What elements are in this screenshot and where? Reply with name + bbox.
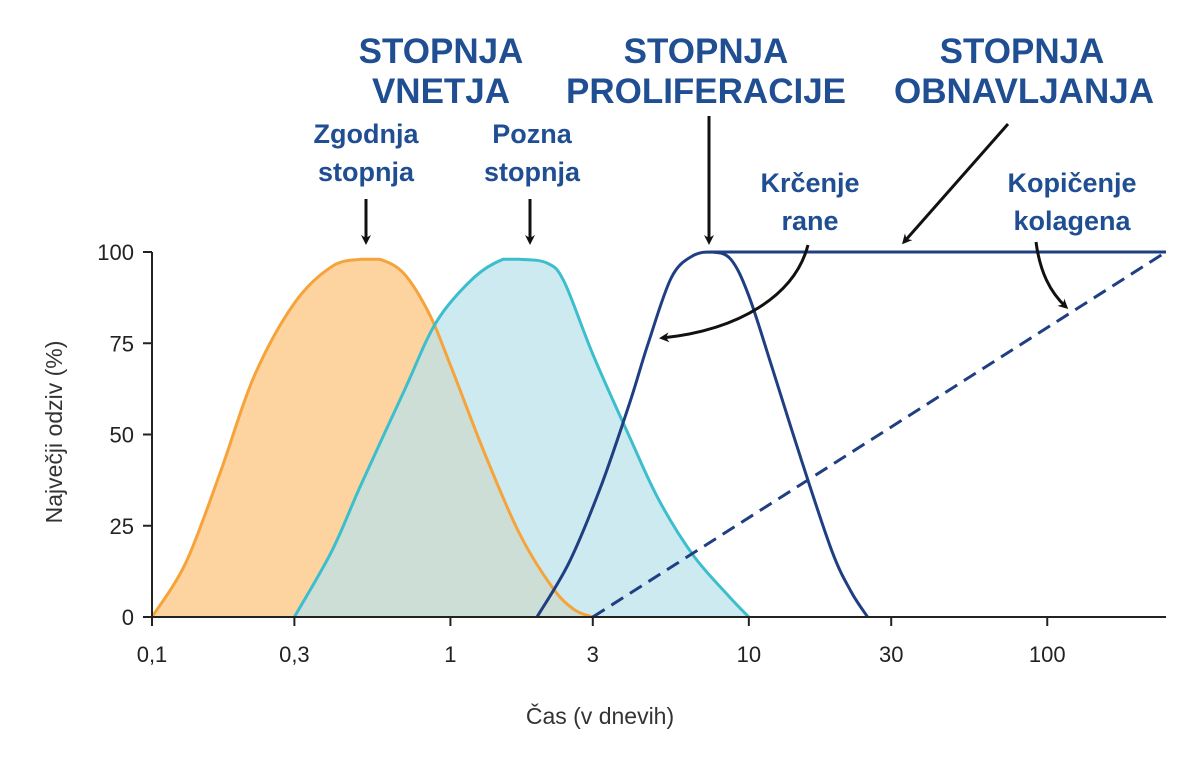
series-areas	[150, 250, 1167, 619]
wound-contraction-label-line2: rane	[781, 206, 838, 236]
x-tick-label: 3	[587, 642, 599, 667]
inflammation-phase-title-line2: VNETJA	[372, 72, 510, 111]
collagen-accumulation-arrow	[1034, 241, 1069, 310]
collagen-dashed-line	[591, 250, 1167, 619]
x-tick-label: 30	[879, 642, 903, 667]
remodeling-phase-title-line1: STOPNJA	[940, 32, 1105, 71]
late-stage-curve	[293, 257, 750, 619]
late-stage-area-fill	[294, 259, 749, 617]
annotation-arrows	[361, 116, 1069, 343]
proliferation-curve	[535, 250, 869, 618]
y-tick-label: 0	[122, 605, 134, 630]
late-stage-label-line1: Pozna	[492, 119, 572, 149]
x-tick-label: 1	[444, 642, 456, 667]
late-stage-label-line2: stopnja	[484, 157, 581, 187]
proliferation-phase-title-line1: STOPNJA	[624, 32, 789, 71]
inflammation-phase-title-line1: STOPNJA	[359, 32, 524, 71]
wound-contraction-label-line1: Krčenje	[760, 168, 859, 198]
y-tick-label: 25	[110, 514, 134, 539]
early-stage-curve	[150, 257, 594, 619]
x-axis-title: Čas (v dnevih)	[526, 702, 674, 729]
x-tick-label: 100	[1029, 642, 1066, 667]
collagen-accumulation-label-line1: Kopičenje	[1007, 168, 1136, 198]
proliferation-phase-title-line2: PROLIFERACIJE	[566, 72, 846, 111]
early-stage-label-line1: Zgodnja	[314, 119, 420, 149]
y-tick-label: 100	[97, 240, 134, 265]
x-tick-label: 0,1	[137, 642, 168, 667]
remodeling-arrow	[902, 123, 1010, 245]
x-tick-label: 0,3	[279, 642, 310, 667]
x-tick-label: 10	[737, 642, 761, 667]
y-tick-label: 50	[110, 423, 134, 448]
y-tick-label: 75	[110, 331, 134, 356]
wound-contraction-arrow	[659, 244, 810, 343]
early-stage-label-line2: stopnja	[318, 157, 415, 187]
collagen-accumulation-label-line2: kolagena	[1013, 206, 1131, 236]
y-axis-title: Največji odziv (%)	[41, 341, 67, 524]
ticks: 0,1 0,3 1 3 10 30 100 0 25 50 75 100	[97, 240, 1065, 667]
remodeling-phase-title-line2: OBNAVLJANJA	[894, 72, 1154, 111]
